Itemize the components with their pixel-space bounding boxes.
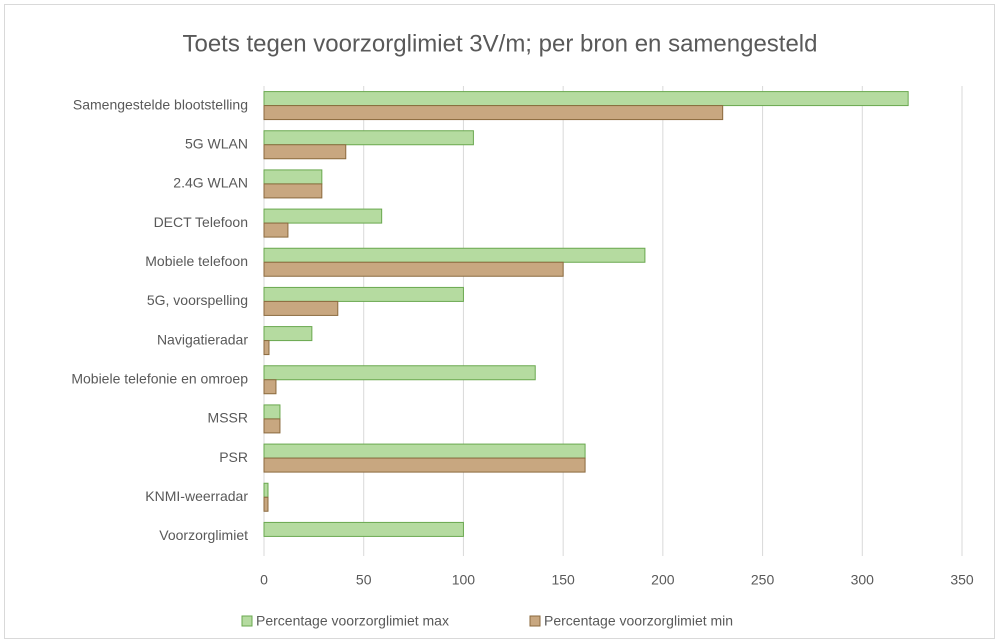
bar [263,222,289,238]
x-tick-label: 50 [356,572,372,588]
bar [263,521,464,537]
x-tick-label: 150 [551,572,575,588]
bar [263,286,464,302]
bar [263,443,586,459]
bar [263,208,383,224]
bar [263,300,339,316]
y-tick-label: Mobiele telefoon [145,253,248,269]
y-tick-label: KNMI-weerradar [145,488,248,504]
legend-swatch [241,615,253,627]
bar [263,379,277,395]
bar [263,91,909,107]
x-tick-label: 350 [950,572,974,588]
legend-swatch [529,615,541,627]
y-tick-label: Samengestelde blootstelling [73,96,248,112]
bar [263,169,323,185]
legend-label: Percentage voorzorglimiet max [256,613,449,629]
x-tick-label: 100 [452,572,476,588]
bar [263,326,313,342]
x-tick-label: 200 [651,572,675,588]
bar [263,144,347,160]
bar [263,418,281,434]
y-tick-label: MSSR [208,410,248,426]
bar [263,183,323,199]
y-tick-label: DECT Telefoon [154,214,248,230]
y-tick-label: Voorzorglimiet [159,527,248,543]
bar [263,261,564,277]
y-tick-label: Mobiele telefonie en omroep [71,370,248,386]
y-tick-label: 5G WLAN [185,135,248,151]
bar [263,247,646,263]
bar [263,105,724,121]
x-tick-label: 250 [751,572,775,588]
chart-title: Toets tegen voorzorglimiet 3V/m; per bro… [182,30,817,57]
y-tick-label: 2.4G WLAN [173,175,248,191]
y-tick-label: PSR [219,449,248,465]
bar [263,457,586,473]
bar [263,365,536,381]
y-tick-label: 5G, voorspelling [147,292,248,308]
bar [263,340,270,356]
x-tick-label: 300 [851,572,875,588]
legend-label: Percentage voorzorglimiet min [544,613,733,629]
x-tick-label: 0 [260,572,268,588]
bar [263,496,269,512]
y-tick-label: Navigatieradar [157,331,248,347]
bar [263,130,474,146]
bar [263,404,281,420]
bar [263,482,269,498]
